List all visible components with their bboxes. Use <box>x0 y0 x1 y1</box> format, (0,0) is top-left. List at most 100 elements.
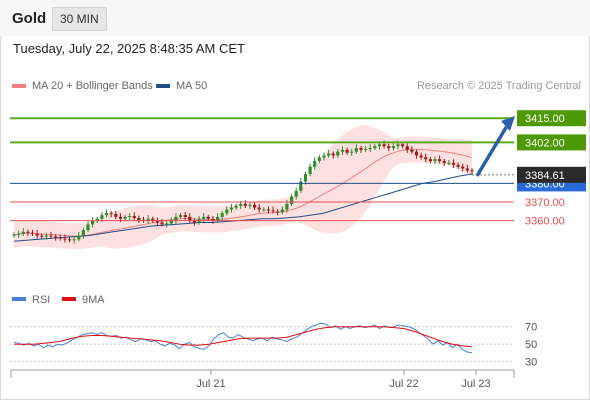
candle-body <box>303 174 308 182</box>
candle-body <box>91 220 95 225</box>
candle-body <box>373 146 377 149</box>
candle-body <box>438 159 442 162</box>
candle-body <box>299 181 303 191</box>
candle-body <box>336 151 340 156</box>
candle-body <box>77 235 81 240</box>
candle-body <box>239 203 243 206</box>
candle-body <box>54 236 58 238</box>
candle-body <box>40 235 44 237</box>
candle-body <box>368 148 372 149</box>
candle-body <box>104 213 109 216</box>
candle-body <box>401 144 405 147</box>
candle-body <box>465 168 469 171</box>
candle-body <box>165 223 169 225</box>
last-price-tag <box>517 166 586 183</box>
level-tag-1 <box>517 134 586 151</box>
candle-body <box>123 216 127 219</box>
candle-body <box>248 204 252 206</box>
candle-body <box>44 235 48 237</box>
candle-body <box>26 231 30 233</box>
candle-body <box>410 149 414 152</box>
symbol-title: Gold <box>12 10 47 27</box>
candle-body <box>30 232 35 234</box>
level-label-1: 3402.00 <box>525 137 565 149</box>
candle-body <box>456 164 460 167</box>
candle-body <box>128 216 132 217</box>
level-label-0: 3415.00 <box>525 113 565 125</box>
candle-body <box>451 162 456 165</box>
candle-body <box>276 211 280 213</box>
rsi-legend-swatch <box>62 297 76 301</box>
candle-body <box>382 144 386 147</box>
rsi-panel: RSI 9MA 70 50 30 <box>10 294 537 369</box>
candle-body <box>424 157 428 160</box>
candle-body <box>72 239 76 241</box>
candle-body <box>192 220 196 223</box>
chart-timestamp: Tuesday, July 22, 2025 8:48:35 AM CET <box>13 41 245 56</box>
candle-body <box>114 214 118 217</box>
rsi-level-label: 70 <box>525 322 537 334</box>
candle-body <box>470 170 474 172</box>
candle-body <box>461 166 465 169</box>
candle-body <box>35 233 39 236</box>
candle-body <box>447 162 451 164</box>
candle-body <box>132 216 136 218</box>
price-panel: 3415.003402.003380.003370.003360.003384.… <box>10 110 586 250</box>
interval-button[interactable]: 30 MIN <box>52 7 107 31</box>
legend-label: MA 50 <box>176 80 208 92</box>
ma20-swatch <box>12 84 26 89</box>
rsi-ma9-line <box>14 326 473 348</box>
candle-body <box>253 204 257 208</box>
candle-body <box>280 209 284 213</box>
candle-body <box>243 203 247 206</box>
candle-body <box>202 216 206 219</box>
rsi-level-label: 50 <box>525 339 537 351</box>
source-credit: Research © 2025 Trading Central <box>416 80 581 92</box>
level-tag-0 <box>517 110 586 127</box>
candle-body <box>294 190 298 197</box>
candle-body <box>86 224 90 230</box>
ma50-swatch <box>156 84 170 89</box>
candle-body <box>21 231 25 234</box>
candle-body <box>317 157 321 161</box>
candle-body <box>396 144 400 147</box>
candle-body <box>350 151 354 153</box>
candle-body <box>81 230 85 236</box>
candle-body <box>160 222 164 225</box>
rsi-legend-swatch <box>12 297 26 301</box>
projection-arrow <box>475 125 509 177</box>
rsi-legend-label: 9MA <box>82 294 105 306</box>
candle-body <box>405 146 409 150</box>
level-label-3: 3370.00 <box>525 197 565 209</box>
candle-body <box>229 207 233 210</box>
candle-body <box>49 235 53 237</box>
legend-item-ma20: MA 20 + Bollinger Bands <box>12 80 153 92</box>
candle-body <box>359 148 363 150</box>
candle-body <box>285 203 289 210</box>
candle-body <box>387 146 391 149</box>
candle-body <box>137 217 141 220</box>
candle-body <box>146 218 150 221</box>
candle-body <box>340 149 345 152</box>
candle-body <box>442 161 446 163</box>
candle-body <box>211 218 215 221</box>
candle-body <box>225 209 229 214</box>
candle-body <box>100 215 104 219</box>
rsi-legend-label: RSI <box>32 294 50 306</box>
candle-body <box>109 213 113 215</box>
candle-body <box>364 149 368 150</box>
candle-body <box>63 238 67 240</box>
candle-body <box>257 207 261 210</box>
candle-body <box>155 220 159 223</box>
candle-body <box>290 196 294 204</box>
level-label-4: 3360.00 <box>525 216 565 228</box>
candle-body <box>58 237 62 239</box>
bollinger-band <box>14 125 472 250</box>
ma20-line <box>13 148 473 237</box>
candle-body <box>322 155 326 158</box>
candle-body <box>151 218 155 221</box>
candle-body <box>169 220 173 224</box>
candle-body <box>428 159 432 162</box>
candle-body <box>313 161 317 167</box>
candle-body <box>391 146 395 149</box>
